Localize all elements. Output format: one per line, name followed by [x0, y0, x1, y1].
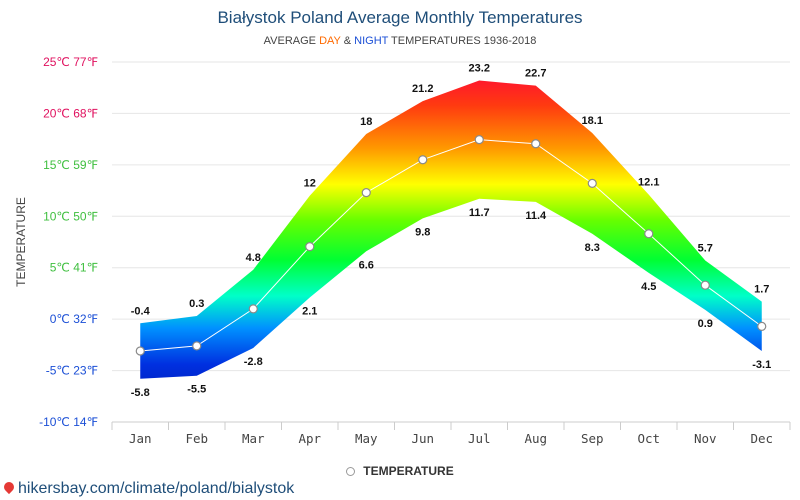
night-value-label: 0.9	[698, 318, 713, 330]
legend-label: TEMPERATURE	[363, 464, 454, 478]
x-tick-label-may: May	[355, 431, 378, 446]
average-point	[135, 346, 145, 356]
x-tick-label-apr: Apr	[298, 431, 321, 446]
average-point	[248, 304, 258, 314]
x-tick-label-jun: Jun	[411, 431, 434, 446]
x-tick-label-mar: Mar	[242, 431, 265, 446]
night-value-label: 9.8	[415, 226, 430, 238]
subtitle-amp: &	[343, 35, 352, 47]
night-value-label: 8.3	[585, 242, 600, 254]
x-tick-label-jul: Jul	[468, 431, 491, 446]
day-value-label: 22.7	[525, 68, 546, 80]
average-point	[361, 188, 371, 198]
x-axis-ticks: Jan Feb Mar Apr May Jun Jul Aug Sep Oct Nov Dec	[111, 422, 791, 446]
day-value-label: 12.1	[638, 177, 659, 189]
y-tick-label: 25℃ 77℉	[43, 55, 98, 69]
y-tick-label: 5℃ 41℉	[50, 261, 98, 275]
x-tick-label-feb: Feb	[185, 431, 208, 446]
legend-marker-icon	[346, 467, 356, 476]
day-value-label: 18	[360, 116, 372, 128]
y-axis-label: TEMPERATURE	[14, 197, 28, 287]
night-value-label: -2.8	[244, 356, 263, 368]
night-value-label: 2.1	[302, 306, 317, 318]
subtitle-night: NIGHT	[354, 35, 389, 47]
day-night-band	[140, 80, 762, 379]
day-value-label: 1.7	[754, 284, 769, 296]
day-value-label: 18.1	[582, 115, 603, 127]
y-tick-label: 0℃ 32℉	[50, 312, 98, 326]
average-point	[418, 155, 428, 165]
night-value-label: -3.1	[752, 359, 771, 371]
chart-title: Białystok Poland Average Monthly Tempera…	[217, 8, 583, 27]
day-value-label: 12	[304, 178, 316, 190]
day-value-label: 0.3	[189, 298, 204, 310]
y-tick-label: -10℃ 14℉	[39, 415, 98, 429]
night-value-label: -5.5	[187, 384, 206, 396]
average-points	[135, 135, 767, 356]
day-value-label: 23.2	[469, 63, 490, 75]
night-value-label: 4.5	[641, 281, 656, 293]
day-value-label: 5.7	[698, 243, 713, 255]
night-value-label: 6.6	[359, 259, 374, 271]
value-labels: -0.4 0.3 4.8 12 18 21.2 23.2 22.7 18.1 12.1 5.7 1.7…	[131, 63, 771, 399]
average-point	[192, 341, 202, 351]
x-tick-label-jan: Jan	[129, 431, 152, 446]
source-link[interactable]: hikersbay.com/climate/poland/bialystok	[1, 479, 295, 498]
average-point	[757, 321, 767, 331]
day-value-label: -0.4	[131, 305, 151, 317]
average-line	[140, 139, 763, 352]
subtitle-day: DAY	[319, 35, 341, 47]
y-tick-label: 10℃ 50℉	[43, 209, 98, 223]
y-tick-label: 20℃ 68℉	[43, 106, 98, 120]
average-point	[700, 280, 710, 290]
source-text: hikersbay.com/climate/poland/bialystok	[18, 480, 295, 497]
y-tick-label: 15℃ 59℉	[43, 158, 98, 172]
day-value-label: 21.2	[412, 83, 433, 95]
average-point	[305, 242, 315, 252]
subtitle-prefix: AVERAGE	[263, 35, 317, 47]
x-tick-label-aug: Aug	[524, 431, 547, 446]
average-point	[644, 229, 654, 239]
average-point	[474, 135, 484, 145]
x-tick-label-nov: Nov	[694, 431, 717, 446]
y-tick-label: -5℃ 23℉	[46, 364, 98, 378]
map-pin-icon	[1, 479, 17, 495]
legend[interactable]: TEMPERATURE	[0, 464, 800, 478]
average-point	[587, 178, 597, 188]
average-point	[531, 139, 541, 149]
chart-subtitle: AVERAGE DAY & NIGHT TEMPERATURES 1936-20…	[0, 35, 800, 47]
night-value-label: 11.4	[525, 210, 547, 222]
night-value-label: 11.7	[469, 207, 490, 219]
night-value-label: -5.8	[131, 387, 150, 399]
subtitle-suffix: TEMPERATURES 1936-2018	[391, 35, 537, 47]
x-tick-label-sep: Sep	[581, 431, 604, 446]
x-tick-label-dec: Dec	[750, 431, 773, 446]
day-value-label: 4.8	[246, 252, 261, 264]
y-axis-ticks: 25℃ 77℉ 20℃ 68℉ 15℃ 59℉ 10℃ 50℉ 5℃ 41℉ 0℃ 32℉…	[39, 55, 98, 429]
x-tick-label-oct: Oct	[637, 431, 660, 446]
